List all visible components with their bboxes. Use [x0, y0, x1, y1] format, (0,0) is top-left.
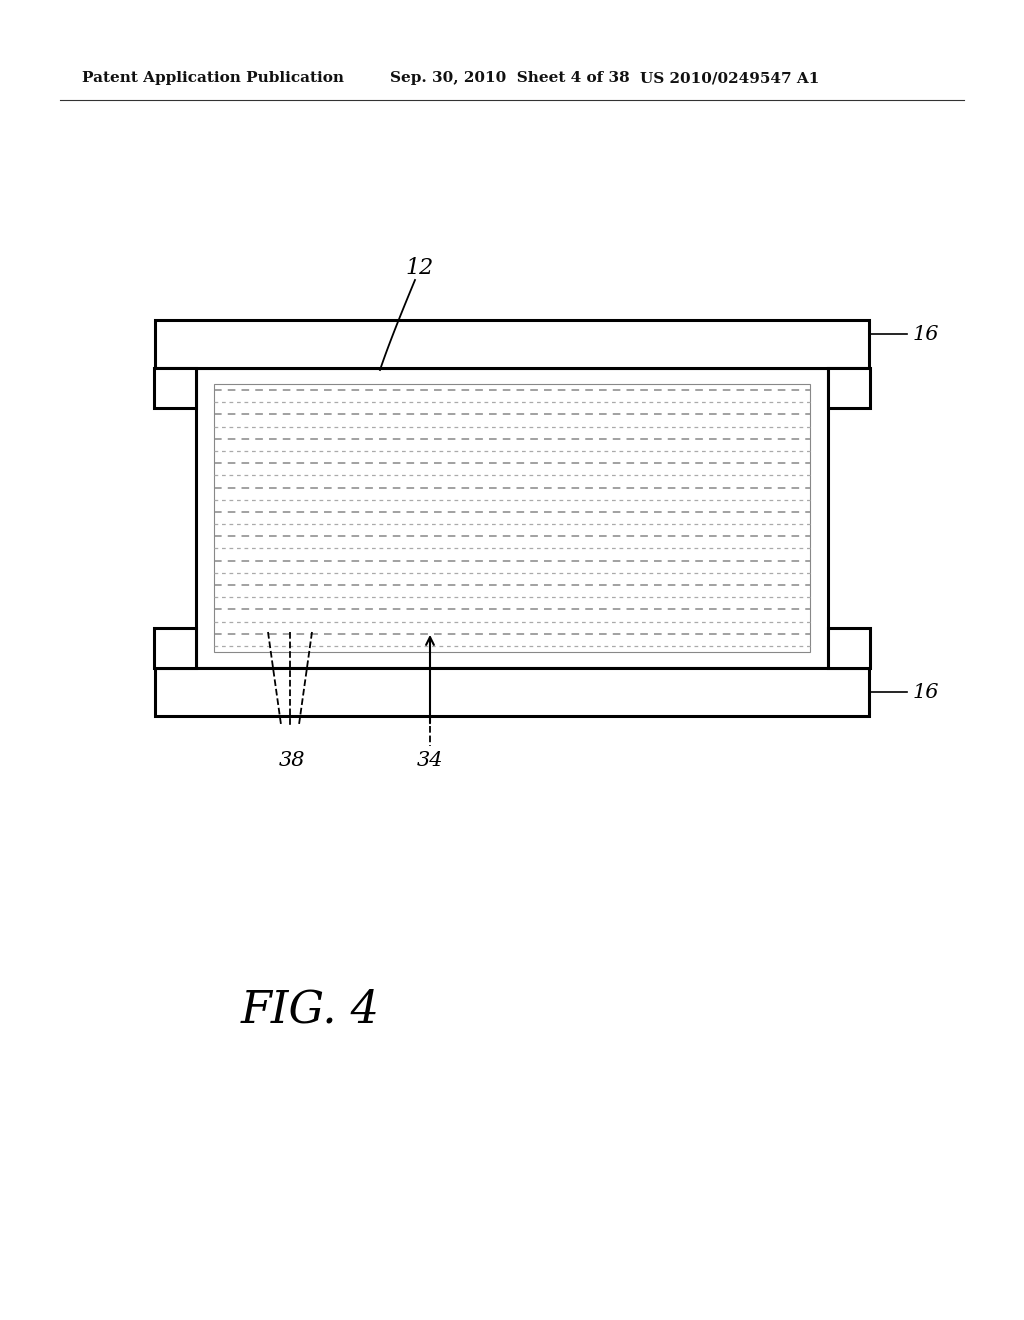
Bar: [155, 668, 869, 715]
Bar: [154, 628, 196, 668]
Text: 16: 16: [913, 682, 939, 701]
Bar: [155, 319, 869, 368]
Bar: [828, 628, 870, 668]
Bar: [828, 368, 870, 408]
Bar: [214, 384, 810, 652]
Text: US 2010/0249547 A1: US 2010/0249547 A1: [640, 71, 819, 84]
Text: 38: 38: [279, 751, 305, 770]
Text: Sep. 30, 2010  Sheet 4 of 38: Sep. 30, 2010 Sheet 4 of 38: [390, 71, 630, 84]
Bar: [154, 368, 196, 408]
Text: 16: 16: [913, 325, 939, 343]
Text: FIG. 4: FIG. 4: [241, 989, 380, 1032]
Bar: [196, 368, 828, 668]
Text: 34: 34: [417, 751, 443, 770]
Text: Patent Application Publication: Patent Application Publication: [82, 71, 344, 84]
Text: 12: 12: [406, 257, 434, 279]
